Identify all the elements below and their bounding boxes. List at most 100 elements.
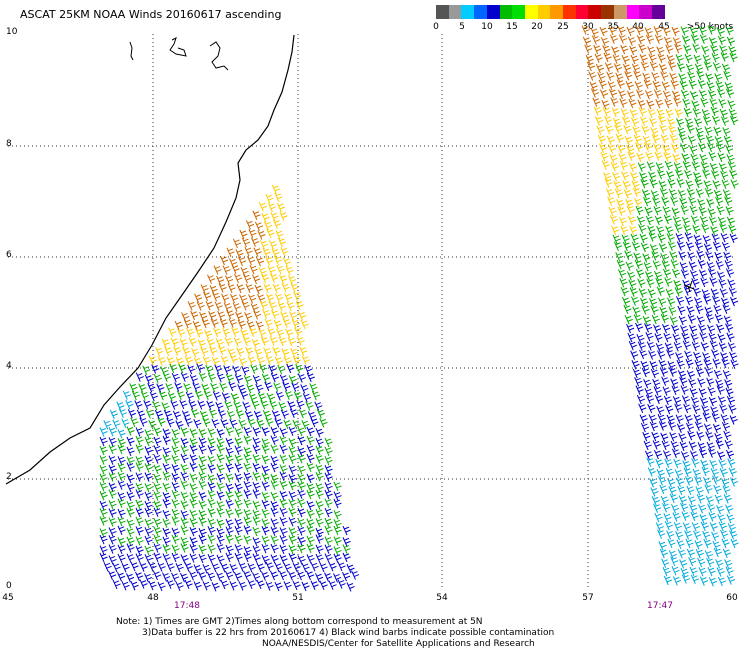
wind-barb [666, 530, 675, 540]
wind-barb [718, 521, 727, 532]
wind-barb [117, 429, 126, 439]
wind-barb [265, 355, 274, 365]
wind-barb [162, 499, 171, 509]
wind-barb [157, 581, 166, 592]
wind-barb [707, 268, 717, 278]
wind-barb [697, 259, 706, 269]
wind-barb [234, 499, 243, 509]
wind-barb [261, 444, 270, 454]
wind-barb [648, 232, 657, 242]
wind-barb [342, 537, 351, 547]
wind-barb [333, 525, 342, 536]
wind-barb [696, 133, 705, 144]
wind-barb [153, 507, 162, 517]
wind-barb [274, 418, 283, 428]
wind-barb [684, 232, 693, 242]
wind-barb [225, 275, 234, 285]
wind-barb [171, 527, 180, 538]
wind-barb [194, 293, 203, 303]
wind-barb [690, 511, 699, 522]
wind-barb [249, 327, 258, 337]
wind-barb [633, 314, 642, 324]
wind-barb [166, 579, 175, 589]
wind-barb [677, 549, 686, 559]
wind-barb [655, 277, 664, 288]
wind-barb [712, 540, 721, 551]
wind-barb [261, 438, 270, 448]
wind-barb [655, 162, 664, 172]
wind-barb [607, 196, 616, 206]
wind-barb [185, 391, 194, 402]
wind-barb [270, 444, 279, 454]
wind-barb [333, 481, 342, 491]
wind-barb [599, 143, 608, 153]
wind-barb [265, 561, 274, 572]
wind-barb [649, 421, 659, 432]
wind-barb [291, 382, 300, 392]
wind-barb [116, 401, 125, 411]
wind-barb [283, 562, 292, 573]
wind-barb [657, 529, 666, 539]
wind-barb [651, 134, 660, 144]
wind-barb [171, 464, 180, 474]
wind-barb [192, 320, 201, 331]
wind-barb [664, 277, 673, 287]
wind-barb [281, 283, 290, 293]
wind-barb [233, 401, 242, 411]
wind-barb [662, 386, 671, 396]
wind-barb [162, 482, 171, 493]
wind-barb [181, 312, 190, 322]
wind-barb [710, 106, 719, 117]
wind-barb [216, 428, 225, 439]
wind-barb [695, 127, 704, 137]
wind-barb [725, 323, 734, 333]
wind-barb [251, 400, 260, 410]
wind-barb [234, 518, 243, 528]
wind-barb [147, 383, 156, 393]
wind-barb [243, 525, 252, 535]
wind-barb [698, 206, 707, 217]
wind-barb [310, 580, 319, 590]
x-tick-label: 48 [147, 593, 159, 603]
wind-barb [246, 384, 255, 394]
wind-barb [261, 426, 270, 437]
wind-barb [216, 534, 225, 545]
wind-barb [273, 382, 282, 392]
wind-barb [677, 370, 686, 380]
wind-barb [697, 377, 706, 388]
wind-barb [702, 235, 711, 245]
wind-barb [649, 178, 658, 189]
wind-barb [117, 572, 126, 582]
wind-barb [724, 439, 733, 450]
wind-barb [721, 478, 730, 488]
wind-barb [126, 543, 135, 553]
wind-barb [144, 491, 153, 502]
wind-barb [716, 271, 726, 281]
wind-barb [646, 278, 655, 288]
wind-barb [194, 390, 203, 400]
wind-barb [667, 478, 676, 488]
wind-barb [707, 25, 716, 35]
wind-barb [153, 445, 162, 455]
wind-barb [153, 474, 162, 484]
wind-barb [585, 54, 594, 65]
wind-barb [130, 581, 139, 591]
wind-barb [257, 392, 266, 402]
wind-barb [215, 401, 224, 412]
wind-barb [626, 144, 635, 155]
wind-barb [685, 179, 694, 190]
wind-barb [264, 381, 273, 391]
wind-barb [275, 293, 284, 303]
wind-barb [263, 221, 273, 231]
wind-barb [171, 490, 180, 500]
wind-barb [112, 562, 121, 573]
wind-barb [620, 225, 629, 236]
wind-barb [301, 419, 310, 430]
wind-barb [693, 351, 702, 362]
wind-barb [668, 367, 677, 377]
wind-barb [153, 454, 162, 464]
wind-barb [671, 566, 680, 576]
wind-barb [695, 549, 704, 559]
wind-barb [681, 395, 691, 405]
wind-barb [712, 295, 721, 306]
